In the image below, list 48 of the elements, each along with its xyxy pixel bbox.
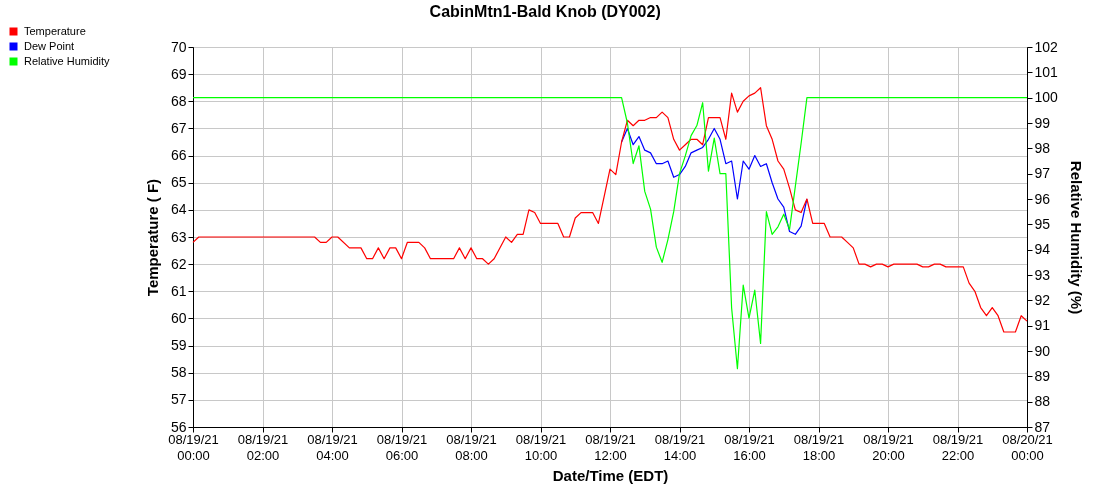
x-tick-label: 08/19/21 10:00 (515, 431, 567, 463)
x-tick-label: 08/19/21 12:00 (585, 431, 636, 463)
y-tick-label: 60 (170, 309, 187, 326)
y2-axis-title: Relative Humidity (%) (1067, 160, 1085, 315)
y2-tick-label: 101 (1034, 63, 1059, 80)
y-tick-label: 66 (170, 147, 187, 164)
line-series (620, 127, 808, 235)
y2-tick-label: 93 (1034, 266, 1051, 283)
chart-title: CabinMtn1-Bald Knob (DY002) (429, 3, 661, 20)
y2-tick-label: 91 (1034, 317, 1051, 334)
x-tick-label: 08/19/21 16:00 (724, 431, 775, 463)
x-tick-label: 08/19/21 22:00 (932, 431, 984, 463)
x-tick-label: 08/19/21 02:00 (237, 431, 289, 463)
y2-tick-label: 96 (1034, 190, 1051, 207)
y-tick-label: 68 (170, 92, 187, 109)
x-tick-label: 08/19/21 18:00 (793, 431, 845, 463)
y2-tick-label: 97 (1034, 165, 1051, 182)
y-tick-label: 64 (170, 201, 187, 218)
y-tick-label: 61 (170, 282, 187, 299)
y2-tick-label: 100 (1034, 89, 1059, 106)
legend-label: Temperature (24, 24, 86, 37)
x-tick-label: 08/19/21 04:00 (307, 431, 358, 463)
y-tick-label: 62 (170, 255, 187, 272)
y2-tick-label: 94 (1034, 241, 1051, 258)
y-tick-label: 65 (170, 174, 187, 191)
legend-label: Dew Point (24, 39, 75, 52)
x-axis-title: Date/Time (EDT) (552, 466, 669, 484)
x-tick-label: 08/19/21 14:00 (654, 431, 706, 463)
y-tick-label: 69 (170, 65, 187, 82)
y2-tick-label: 89 (1034, 367, 1051, 384)
y2-tick-label: 95 (1034, 215, 1051, 232)
x-tick-label: 08/19/21 08:00 (446, 431, 497, 463)
y2-tick-label: 88 (1034, 393, 1051, 410)
y-tick-label: 70 (170, 38, 187, 55)
y2-tick-label: 90 (1034, 342, 1051, 359)
y-tick-label: 63 (170, 228, 187, 245)
y-tick-label: 67 (170, 119, 187, 136)
x-tick-label: 08/19/21 06:00 (376, 431, 428, 463)
y-tick-label: 58 (170, 364, 187, 381)
y-tick-label: 57 (170, 391, 187, 408)
legend-label: Relative Humidity (24, 54, 111, 67)
y2-tick-label: 99 (1034, 114, 1051, 131)
y2-tick-label: 98 (1034, 139, 1051, 156)
x-tick-label: 08/19/21 20:00 (863, 431, 914, 463)
y-tick-label: 59 (170, 337, 187, 354)
y-axis-title: Temperature ( F) (143, 178, 161, 297)
y2-tick-label: 102 (1034, 38, 1059, 55)
y2-tick-label: 92 (1034, 291, 1051, 308)
